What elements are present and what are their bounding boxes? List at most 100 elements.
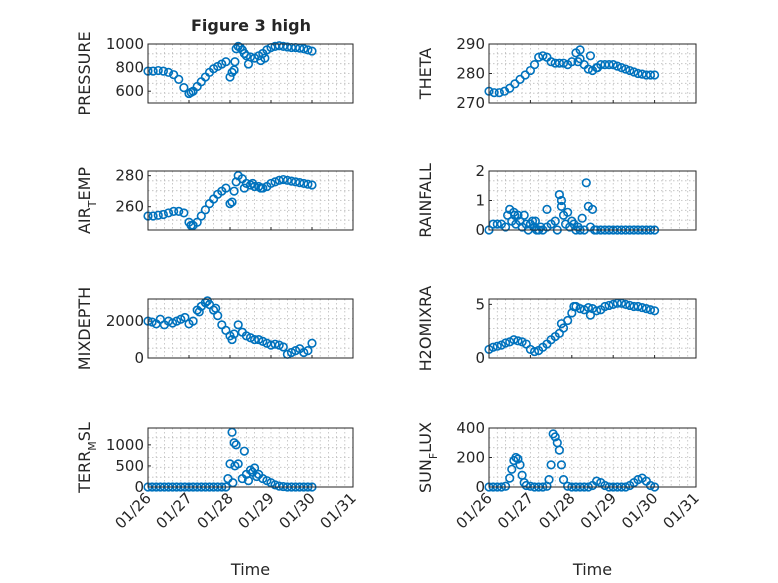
data-point	[515, 74, 525, 84]
x-tick-label: 01/31	[317, 489, 360, 532]
y-tick-label: 290	[456, 35, 485, 53]
data-point	[278, 342, 288, 352]
y-axis-label-main: AIR	[75, 207, 94, 234]
data-point	[592, 62, 603, 73]
data-point	[585, 310, 596, 320]
data-point	[489, 88, 499, 98]
subplot-pressure: 600 800 1000 PRESSURE	[75, 31, 354, 116]
x-tick-label: 01/28	[535, 489, 578, 532]
data-point	[231, 44, 241, 54]
data-point	[148, 211, 158, 221]
data-point	[227, 197, 237, 207]
data-point	[633, 68, 643, 79]
data-point	[229, 329, 239, 339]
axes-box	[488, 43, 697, 104]
data-point	[569, 301, 579, 312]
data-point	[550, 216, 560, 226]
data-point	[510, 79, 520, 89]
x-tick-label: 01/29	[577, 489, 620, 532]
x-tick-label: 01/30	[276, 489, 319, 532]
data-point	[250, 334, 260, 345]
data-point	[307, 180, 317, 190]
data-point	[188, 316, 198, 326]
y-tick-label: 2000	[106, 312, 144, 330]
data-point	[521, 480, 531, 491]
y-tick-label: 0	[475, 349, 485, 367]
data-point	[270, 177, 280, 187]
y-tick-label: 5	[475, 295, 485, 313]
data-point	[230, 461, 240, 471]
axes-box	[488, 298, 697, 359]
data-point	[558, 475, 569, 485]
data-point	[558, 58, 569, 68]
data-point	[509, 335, 519, 345]
data-point	[174, 206, 184, 216]
data-point	[307, 46, 317, 56]
y-axis-label-main: MIXDEPTH	[75, 287, 94, 370]
data-point	[604, 300, 614, 311]
data-point	[221, 57, 231, 67]
y-axis-label-main: SUN	[416, 459, 435, 493]
data-point	[270, 339, 280, 349]
data-point	[179, 208, 189, 218]
x-axis-label: Time	[572, 560, 612, 579]
y-tick-label: 400	[456, 419, 485, 437]
axes-box	[147, 427, 354, 488]
data-point	[592, 306, 602, 316]
series-markers	[484, 298, 660, 357]
axes-box	[488, 170, 697, 231]
y-axis-label: H2OMIXRA	[416, 286, 435, 372]
y-axis-label-sub: F	[427, 453, 440, 459]
y-axis-label-sub: M	[86, 441, 99, 451]
subplot-h2omixra: 0 5 H2OMIXRA	[416, 286, 697, 372]
data-point	[229, 438, 239, 448]
data-point	[169, 70, 179, 80]
data-point	[307, 338, 317, 348]
data-point	[529, 60, 540, 70]
data-point	[505, 473, 515, 483]
data-point	[231, 440, 241, 450]
series-markers	[143, 296, 317, 359]
data-point	[538, 51, 548, 61]
data-point	[243, 59, 254, 69]
y-axis-label: SUNFLUX	[416, 422, 440, 493]
data-point	[556, 319, 567, 329]
data-point	[621, 64, 631, 74]
data-point	[645, 480, 656, 491]
data-point	[525, 65, 536, 76]
data-point	[577, 213, 587, 223]
grid	[148, 428, 353, 487]
data-point	[196, 211, 206, 221]
data-point	[260, 53, 270, 63]
y-tick-label: 800	[115, 59, 144, 77]
y-tick-label: 280	[115, 167, 144, 185]
y-axis-label: TERRMSL	[75, 422, 99, 494]
data-point	[513, 210, 523, 220]
data-point	[227, 67, 237, 77]
data-point	[513, 454, 523, 464]
grid	[489, 44, 696, 103]
data-point	[546, 460, 556, 470]
data-point	[163, 67, 174, 77]
data-point	[266, 178, 276, 189]
data-point	[604, 60, 614, 70]
series-markers	[484, 45, 660, 98]
y-tick-label: 0	[475, 221, 485, 239]
data-point	[581, 178, 591, 188]
axes-box	[147, 298, 354, 359]
data-point	[230, 57, 240, 67]
data-point	[500, 222, 511, 232]
series-markers	[143, 171, 317, 230]
data-point	[286, 176, 297, 186]
data-point	[494, 88, 504, 98]
data-point	[303, 45, 313, 55]
data-point	[278, 174, 288, 185]
y-axis-label: THETA	[416, 48, 435, 100]
data-point	[299, 178, 309, 189]
data-point	[241, 51, 251, 61]
data-point	[542, 204, 552, 214]
data-point	[225, 199, 235, 209]
